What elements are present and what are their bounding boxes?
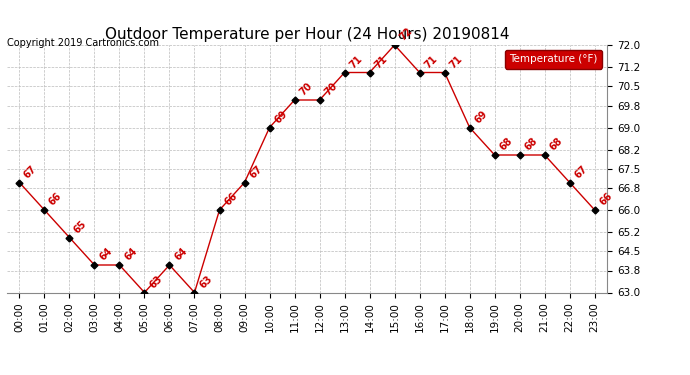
Text: 63: 63 (147, 274, 164, 290)
Text: 67: 67 (22, 164, 39, 180)
Text: Copyright 2019 Cartronics.com: Copyright 2019 Cartronics.com (7, 38, 159, 48)
Text: 71: 71 (447, 54, 464, 70)
Text: 67: 67 (247, 164, 264, 180)
Text: 68: 68 (522, 136, 539, 153)
Text: 71: 71 (347, 54, 364, 70)
Text: 67: 67 (573, 164, 589, 180)
Text: 64: 64 (172, 246, 189, 263)
Text: 72: 72 (397, 26, 414, 43)
Text: 69: 69 (473, 109, 489, 125)
Text: 63: 63 (197, 274, 214, 290)
Text: 66: 66 (222, 191, 239, 208)
Text: 70: 70 (297, 81, 314, 98)
Text: 71: 71 (422, 54, 439, 70)
Text: 65: 65 (72, 219, 89, 236)
Text: 64: 64 (122, 246, 139, 263)
Text: 68: 68 (497, 136, 514, 153)
Text: 70: 70 (322, 81, 339, 98)
Text: 68: 68 (547, 136, 564, 153)
Text: 66: 66 (47, 191, 63, 208)
Text: 64: 64 (97, 246, 114, 263)
Title: Outdoor Temperature per Hour (24 Hours) 20190814: Outdoor Temperature per Hour (24 Hours) … (105, 27, 509, 42)
Legend: Temperature (°F): Temperature (°F) (505, 50, 602, 69)
Text: 69: 69 (273, 109, 289, 125)
Text: 66: 66 (598, 191, 614, 208)
Text: 71: 71 (373, 54, 389, 70)
